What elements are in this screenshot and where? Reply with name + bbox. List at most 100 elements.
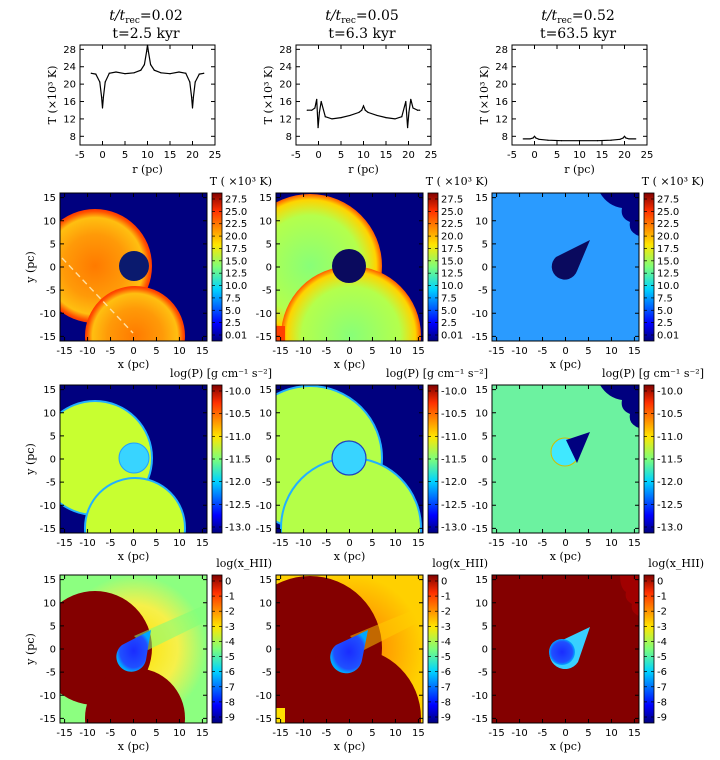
colorbar-tick-label: 22.5 (441, 219, 463, 230)
data-point (191, 107, 194, 109)
data-point (412, 107, 414, 109)
colorbar-title: log(P) [g cm⁻¹ s⁻²] (386, 367, 488, 380)
y-tick-label: 15 (43, 193, 56, 204)
data-point (185, 72, 187, 74)
colorbar-tick-label: -12.0 (225, 477, 251, 488)
y-tick-label: -15 (40, 332, 56, 343)
y-tick-label: -10 (472, 501, 488, 512)
colorbar-tick-label: 15.0 (225, 256, 247, 267)
colorbar-gradient (211, 192, 223, 342)
x-axis-label: x (pc) (550, 550, 582, 563)
colorbar-title: log(x_HII) (648, 557, 704, 570)
colorbar-tick-label: 2.5 (441, 318, 457, 329)
data-point (385, 117, 387, 119)
y-tick-label: 8 (502, 132, 508, 143)
title-ratio: t/t (325, 8, 341, 24)
temperature-profile-col1: -5 0 5 10 15 20 25 8 12 16 20 24 28 r (pc) T (×10³ K) (46, 44, 221, 176)
data-point (191, 96, 193, 98)
y-tick-label: 28 (495, 45, 508, 56)
colorbar-tick-label: -11.0 (225, 432, 251, 443)
colorbar-tick-label: -10.0 (225, 387, 251, 398)
y-axis-label: T (×10³ K) (478, 66, 491, 125)
y-tick-label: 15 (259, 575, 272, 586)
x-tick-label: -5 (322, 728, 332, 739)
y-tick-label: -15 (40, 524, 56, 535)
y-tick-label: 12 (63, 114, 76, 125)
colorbar-tick-label: 5.0 (225, 306, 241, 317)
y-tick-label: 10 (259, 216, 272, 227)
y-tick-label: 10 (475, 408, 488, 419)
time-label: t=63.5 kyr (540, 26, 616, 42)
data-point (169, 73, 171, 75)
y-tick-label: 0 (482, 263, 488, 274)
y-tick-label: -10 (472, 309, 488, 320)
x-tick-label: 10 (605, 538, 618, 549)
colorbar-tick-label: 10.0 (225, 281, 247, 292)
y-tick-label: -15 (472, 332, 488, 343)
y-tick-label: 16 (63, 97, 76, 108)
y-tick-label: 5 (266, 621, 272, 632)
data-point (529, 138, 531, 140)
y-tick-label: -5 (262, 478, 272, 489)
colorbar-tick-label: -9 (657, 713, 667, 724)
pressure-map-col1 (60, 385, 207, 533)
time-label: t=2.5 kyr (112, 26, 179, 42)
colorbar-r2-c1: 27.525.022.5 20.017.515.0 12.510.07.5 5.02.… (210, 175, 272, 342)
data-point (547, 139, 549, 141)
temperature-map-col2 (276, 193, 423, 341)
x-tick-label: 15 (196, 538, 209, 549)
temperature-map-col3 (492, 193, 639, 341)
data-point (358, 111, 360, 113)
x-tick-label: -5 (507, 150, 517, 161)
colorbar-tick-label: 0.01 (441, 331, 463, 342)
data-point (99, 81, 101, 83)
data-point (146, 44, 149, 46)
colorbar-r3-c2: -10.0 -10.5 -11.0 -11.5 -12.0 -12.5 -13.0 log(P… (386, 367, 488, 534)
data-point (578, 140, 581, 142)
colorbar-tick-label: -13.0 (225, 523, 251, 534)
data-point (203, 72, 205, 74)
y-tick-label: 0 (50, 263, 56, 274)
colorbar-tick-label: -10.0 (441, 387, 467, 398)
x-tick-label: 15 (628, 346, 641, 357)
colorbar-tick-label: -3 (441, 622, 451, 633)
colorbar-tick-label: -1 (441, 592, 451, 603)
colorbar-r4-c3: 0 -1 -2 -3 -4 -5 -6 -7 -8 -9 log(x_HII) (643, 557, 704, 724)
x-tick-label: 0 (346, 728, 352, 739)
x-tick-label: 5 (153, 728, 159, 739)
data-point (316, 98, 318, 100)
colorbar-tick-label: -5 (441, 652, 451, 663)
data-point (340, 117, 342, 119)
colorbar-tick-label: -6 (441, 667, 451, 678)
y-tick-label: 10 (259, 408, 272, 419)
colorbar-tick-label: 0 (225, 577, 231, 588)
colorbar-tick-label: -12.5 (657, 500, 683, 511)
data-point (410, 98, 412, 100)
colorbar-tick-label: 7.5 (441, 293, 457, 304)
x-tick-label: 10 (389, 728, 402, 739)
y-tick-label: -10 (256, 309, 272, 320)
colorbar-tick-label: -11.5 (441, 455, 467, 466)
colorbar-tick-label: 15.0 (657, 256, 679, 267)
map-axis-r4-c2: -15 -10 -5 0 5 10 15 15 10 5 0 -5 -10 -15 x (pc) (256, 574, 425, 753)
colorbar-tick-label: -13.0 (657, 523, 683, 534)
x-axis-label: x (pc) (550, 358, 582, 371)
x-tick-label: 15 (196, 728, 209, 739)
data-point (376, 114, 378, 117)
title-ratio: t/t (541, 8, 557, 24)
data-point (320, 100, 322, 103)
data-point (408, 111, 410, 113)
x-tick-label: 0 (130, 346, 136, 357)
x-tick-label: 10 (173, 728, 186, 739)
colorbar-gradient (427, 192, 439, 342)
colorbar-tick-label: 10.0 (441, 281, 463, 292)
x-tick-label: 15 (412, 538, 425, 549)
data-point (178, 71, 180, 73)
x-tick-label: 0 (130, 728, 136, 739)
colorbar-gradient (427, 574, 439, 724)
svg-text:t/trec=0.52: t/trec=0.52 (541, 8, 615, 26)
y-tick-label: -10 (256, 501, 272, 512)
colorbar-tick-label: 27.5 (441, 195, 463, 206)
title-val: =0.02 (140, 8, 183, 24)
colorbar-title: log(x_HII) (432, 557, 488, 570)
